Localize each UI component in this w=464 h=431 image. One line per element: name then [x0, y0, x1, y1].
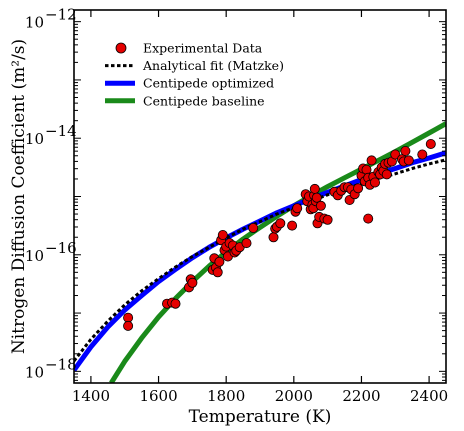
y-tick-exponent: −18 — [45, 355, 77, 373]
y-tick-label: 10 — [25, 363, 44, 381]
x-tick-label: 2000 — [275, 387, 313, 405]
data-point — [123, 320, 134, 331]
data-point — [268, 232, 279, 243]
x-tick-label: 1600 — [139, 387, 177, 405]
x-axis-ticks: 1400 1600 1800 2000 2200 2400 — [72, 10, 448, 405]
data-point — [315, 200, 326, 211]
x-tick-label: 2200 — [342, 387, 380, 405]
legend-label-centipede-baseline: Centipede baseline — [143, 93, 265, 108]
data-point — [425, 138, 436, 149]
data-point — [322, 214, 333, 225]
series-line-centipede-baseline — [109, 121, 446, 383]
data-point — [241, 238, 252, 249]
data-point — [212, 267, 223, 278]
data-point — [311, 192, 322, 203]
data-point — [403, 155, 414, 166]
legend-label-centipede-optimized: Centipede optimized — [143, 76, 274, 91]
x-axis-title: Temperature (K) — [189, 407, 332, 427]
x-tick-label: 2400 — [410, 387, 448, 405]
experimental-points — [123, 138, 436, 331]
data-point — [292, 203, 303, 214]
data-point — [381, 169, 392, 180]
legend-marker-experimental-data — [115, 42, 127, 54]
y-tick-label: 10 — [25, 130, 44, 148]
data-point — [400, 145, 411, 156]
data-point — [417, 149, 428, 160]
data-point — [369, 177, 380, 188]
data-point — [287, 220, 298, 231]
x-tick-label: 1400 — [72, 387, 110, 405]
y-tick-exponent: −14 — [45, 122, 77, 140]
y-tick-exponent: −12 — [45, 6, 77, 24]
y-axis-title: Nitrogen Diffusion Coefficient (m²/s) — [9, 39, 29, 354]
data-point — [361, 164, 372, 175]
data-point — [214, 256, 225, 267]
data-point — [390, 149, 401, 160]
data-point — [363, 213, 374, 224]
data-point — [187, 277, 198, 288]
data-point — [248, 222, 259, 233]
x-tick-label: 1800 — [207, 387, 245, 405]
data-point — [309, 183, 320, 194]
y-tick-exponent: −16 — [45, 239, 77, 257]
legend: Experimental Data Analytical fit (Matzke)… — [105, 41, 284, 108]
y-tick-label: 10 — [25, 247, 44, 265]
data-point — [217, 229, 228, 240]
data-point — [366, 155, 377, 166]
legend-label-experimental-data: Experimental Data — [143, 41, 263, 56]
data-point — [275, 218, 286, 229]
data-point — [353, 183, 364, 194]
y-tick-label: 10 — [25, 14, 44, 32]
data-point — [170, 298, 181, 309]
legend-label-analytical-fit-matzke: Analytical fit (Matzke) — [142, 58, 284, 73]
